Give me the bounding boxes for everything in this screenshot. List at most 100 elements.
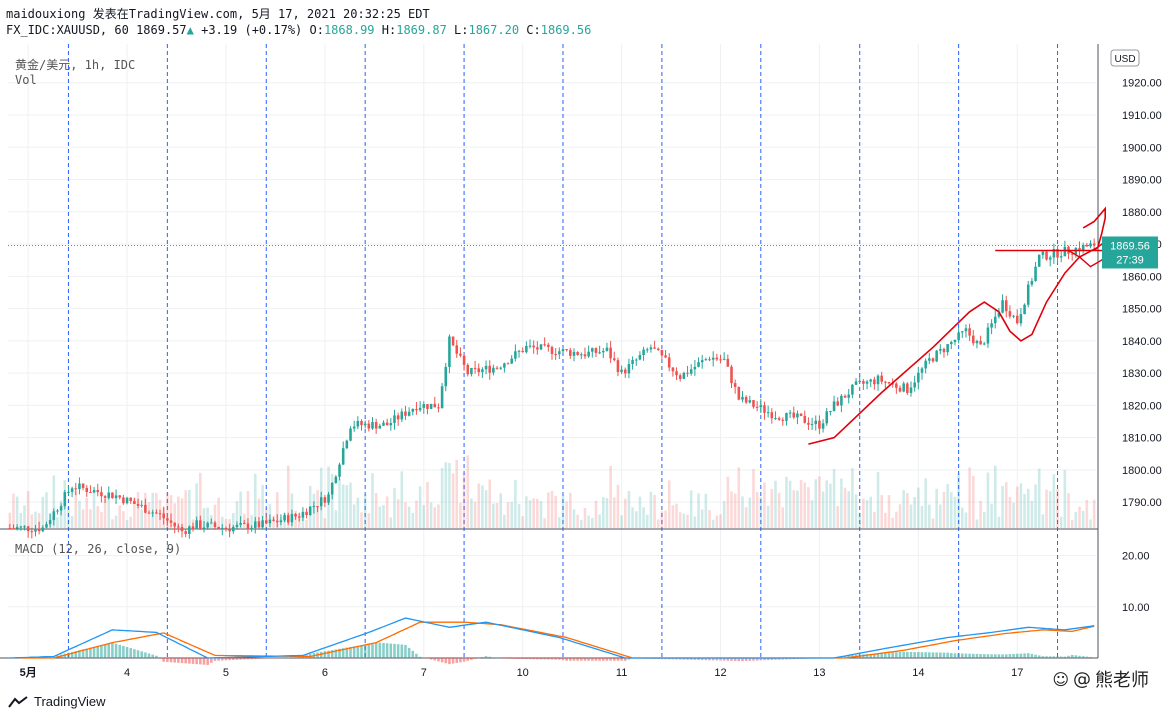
- volume-bar: [891, 517, 894, 528]
- candle: [818, 420, 821, 429]
- macd-histogram-bar: [224, 658, 228, 661]
- volume-bar: [957, 473, 960, 528]
- candle: [1052, 249, 1056, 258]
- candle: [114, 495, 118, 499]
- candle: [59, 506, 63, 511]
- candle: [136, 504, 140, 506]
- volume-bar: [1037, 468, 1041, 528]
- symbol-label[interactable]: FX_IDC:XAUUSD, 60: [6, 23, 129, 37]
- candle: [162, 513, 165, 519]
- macd-histogram-bar: [341, 648, 345, 658]
- candle: [946, 344, 949, 353]
- candle: [272, 519, 275, 521]
- candle: [426, 404, 429, 409]
- candle: [499, 367, 502, 369]
- volume-bar: [323, 518, 327, 528]
- candle: [898, 387, 902, 392]
- macd-histogram-bar: [880, 653, 883, 658]
- volume-bar: [909, 504, 913, 528]
- macd-histogram-bar: [228, 658, 231, 661]
- macd-histogram-bar: [682, 658, 686, 660]
- volume-bar: [774, 480, 777, 528]
- volume-bar: [37, 513, 41, 528]
- candle: [609, 347, 612, 359]
- macd-histogram-bar: [177, 658, 180, 663]
- candle: [1012, 315, 1015, 317]
- volume-bar: [645, 514, 649, 528]
- macd-histogram-bar: [345, 647, 349, 658]
- macd-histogram-bar: [283, 657, 286, 659]
- volume-bar: [737, 467, 741, 528]
- candle: [939, 348, 942, 351]
- candle: [675, 371, 678, 376]
- candle: [821, 423, 825, 429]
- candle: [536, 347, 539, 350]
- volume-bar: [26, 490, 30, 528]
- candle: [836, 401, 840, 406]
- macd-legend[interactable]: MACD (12, 26, close, 9): [15, 542, 182, 556]
- volume-bar: [1001, 485, 1004, 528]
- volume-bar: [576, 514, 579, 528]
- macd-histogram-bar: [1041, 656, 1045, 658]
- macd-histogram-bar: [166, 658, 169, 663]
- macd-histogram-bar: [737, 658, 741, 661]
- macd-histogram-bar: [122, 645, 125, 658]
- candle: [854, 381, 858, 385]
- volume-bar: [514, 479, 517, 528]
- candle: [429, 403, 433, 409]
- candle: [788, 412, 792, 414]
- volume-bar: [887, 495, 891, 528]
- macd-histogram-bar: [169, 658, 173, 663]
- macd-histogram-bar: [1070, 654, 1074, 658]
- candle: [184, 531, 187, 534]
- candle: [323, 497, 327, 503]
- candle: [122, 497, 125, 504]
- candle: [433, 403, 437, 408]
- currency-label[interactable]: USD: [1114, 54, 1135, 65]
- currency-box[interactable]: [1110, 49, 1140, 67]
- candle: [279, 520, 283, 523]
- volume-bar: [869, 496, 872, 528]
- volume-bar: [979, 500, 982, 528]
- volume-bar: [642, 507, 645, 528]
- open-value: 1868.99: [323, 23, 375, 37]
- candle: [851, 384, 854, 395]
- macd-histogram-bar: [1048, 656, 1052, 658]
- candle: [1056, 249, 1059, 258]
- volume-bar: [184, 490, 187, 528]
- candle: [1063, 246, 1067, 257]
- candle: [982, 343, 986, 345]
- macd-histogram-bar: [744, 658, 748, 661]
- volume-bar: [814, 479, 818, 528]
- time-tick-label: 5: [223, 667, 229, 679]
- macd-histogram-bar: [565, 658, 568, 661]
- author-name[interactable]: maidouxiong: [6, 7, 86, 21]
- brand-logo[interactable]: TradingView: [8, 694, 106, 709]
- volume-bar: [726, 476, 730, 528]
- hand-drawn-path: [808, 206, 1106, 445]
- volume-bar: [704, 493, 708, 528]
- macd-histogram-bar: [733, 658, 737, 661]
- volume-legend[interactable]: Vol: [15, 73, 37, 87]
- candle: [243, 522, 246, 524]
- macd-histogram-bar: [261, 658, 264, 659]
- volume-bar: [961, 507, 964, 528]
- volume-bar: [166, 492, 169, 528]
- macd-histogram-bar: [678, 658, 682, 660]
- volume-bar: [334, 510, 338, 528]
- macd-histogram-bar: [514, 658, 517, 659]
- macd-histogram-bar: [484, 656, 488, 658]
- volume-bar: [990, 503, 993, 528]
- candle: [642, 349, 645, 356]
- volume-bar: [1004, 482, 1008, 528]
- macd-histogram-bar: [741, 658, 744, 662]
- macd-histogram-bar: [946, 652, 949, 658]
- volume-bar: [656, 519, 660, 528]
- volume-bar: [748, 497, 752, 528]
- volume-bar: [360, 512, 363, 528]
- volume-bar: [759, 496, 763, 528]
- candle: [158, 513, 162, 515]
- chart-legend-title[interactable]: 黄金/美元, 1h, IDC: [15, 58, 136, 72]
- macd-histogram-bar: [140, 651, 143, 658]
